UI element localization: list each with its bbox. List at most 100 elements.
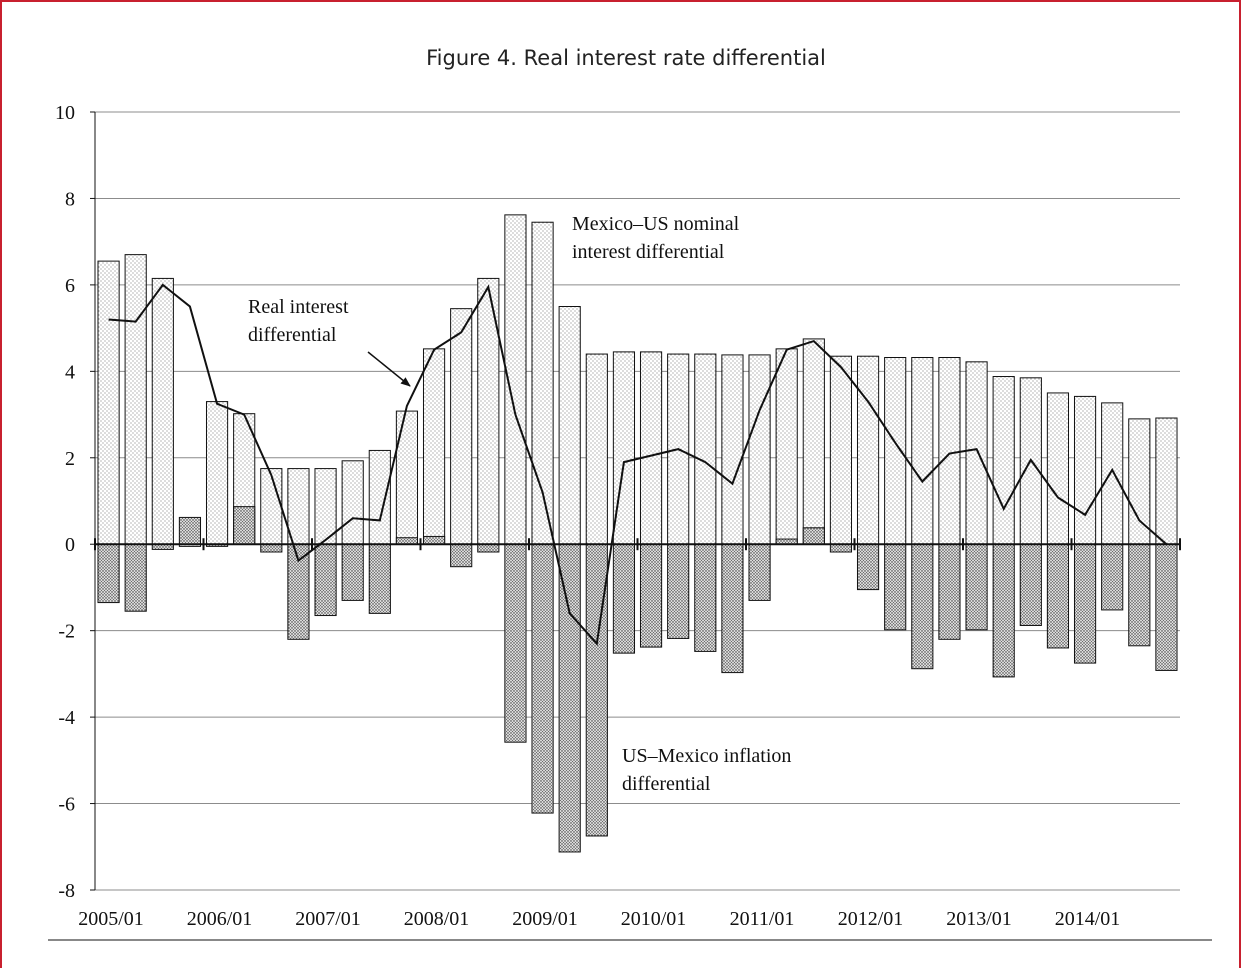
inflation-differential-bar (694, 543, 717, 652)
nominal-differential-bar (450, 308, 473, 545)
nominal-differential-bar (1155, 417, 1178, 545)
inflation-differential-bar (422, 535, 446, 545)
y-tick-label: -8 (58, 880, 75, 902)
y-tick-label: -2 (58, 621, 75, 643)
inflation-differential-bar (1155, 543, 1178, 671)
inflation-differential-bar (829, 543, 853, 553)
nominal-differential-bar (205, 401, 229, 545)
inflation-differential-bar (504, 543, 527, 743)
inflation-differential-bar (368, 543, 391, 614)
inflation-differential-bar (612, 543, 636, 654)
inflation-differential-bar (97, 543, 120, 604)
x-axis: 2005/01 2006/01 2007/01 2008/01 2009/01 2010/… (78, 538, 1181, 930)
nominal-differential-bar (748, 354, 771, 545)
x-tick-label: 2010/01 (621, 908, 687, 930)
annotation-inflation-differential: US–Mexico inflation (622, 745, 791, 767)
annotations: Mexico–US nominal interest differential Re… (248, 213, 791, 795)
nominal-differential-bar (884, 357, 907, 545)
nominal-differential-bar (422, 348, 446, 545)
nominal-differential-bar (151, 277, 174, 545)
inflation-differential-bar (314, 543, 337, 617)
inflation-differential-bar (721, 543, 744, 674)
nominal-differential-bar (856, 355, 880, 545)
x-tick-label: 2009/01 (512, 908, 578, 930)
inflation-differential-bar (965, 543, 988, 631)
inflation-differential-bar (1073, 543, 1097, 664)
nominal-differential-bar (260, 468, 283, 545)
real-interest-line (108, 283, 1168, 646)
y-tick-label: -4 (58, 707, 75, 729)
inflation-differential-bar (992, 543, 1015, 678)
nominal-differential-bar (341, 460, 364, 545)
annotation-inflation-differential: differential (622, 773, 711, 795)
y-tick-label: 6 (65, 275, 75, 297)
nominal-differential-bar (911, 357, 934, 545)
annotation-real-differential: differential (248, 324, 337, 346)
y-tick-label: 2 (65, 448, 75, 470)
inflation-differential-bar (802, 527, 825, 545)
nominal-differential-bar (1073, 395, 1097, 545)
y-tick-label: 4 (65, 361, 75, 383)
inflation-differential-bar (911, 543, 934, 670)
nominal-differential-bar (992, 376, 1015, 545)
nominal-differential-bar (965, 361, 988, 545)
x-tick-label: 2012/01 (838, 908, 904, 930)
x-tick-label: 2013/01 (946, 908, 1012, 930)
inflation-differential-bar (639, 543, 663, 648)
nominal-differential-bar (287, 468, 310, 545)
nominal-differential-bar (585, 353, 608, 545)
annotation-nominal-differential: Mexico–US nominal (572, 213, 740, 235)
inflation-differential-bar (450, 543, 473, 568)
inflation-differential-bar (477, 543, 500, 553)
nominal-differential-bar (1128, 418, 1151, 545)
nominal-differential-bar (639, 351, 663, 545)
x-tick-label: 2007/01 (295, 908, 361, 930)
inflation-differential-bar (1019, 543, 1042, 626)
inflation-differential-bar (260, 543, 283, 553)
nominal-differential-bar (829, 355, 853, 545)
nominal-differential-bar (558, 306, 581, 545)
inflation-differential-bar (667, 543, 690, 639)
annotation-arrow (367, 351, 411, 387)
inflation-differential-bar (531, 543, 554, 814)
inflation-differential-bar (1101, 543, 1124, 611)
nominal-differential-bar (721, 354, 744, 545)
nominal-differential-bar (368, 449, 391, 545)
nominal-differential-bar (124, 254, 147, 545)
bars (97, 214, 1178, 853)
annotation-nominal-differential: interest differential (572, 241, 725, 263)
nominal-differential-bar (775, 348, 798, 545)
nominal-differential-bar (97, 260, 120, 545)
nominal-differential-bar (1101, 402, 1124, 545)
inflation-differential-bar (884, 543, 907, 631)
nominal-differential-bar (694, 353, 717, 545)
x-tick-label: 2011/01 (730, 908, 795, 930)
x-tick-label: 2008/01 (404, 908, 470, 930)
annotation-real-differential: Real interest (248, 296, 349, 318)
inflation-differential-bar (1128, 543, 1151, 647)
x-tick-label: 2006/01 (187, 908, 253, 930)
inflation-differential-bar (748, 543, 771, 601)
nominal-differential-bar (802, 338, 825, 545)
y-tick-label: 8 (65, 188, 75, 210)
inflation-differential-bar (233, 506, 256, 545)
nominal-differential-bar (395, 410, 419, 545)
nominal-differential-bar (938, 357, 961, 545)
inflation-differential-bar (856, 543, 880, 591)
y-tick-label: 0 (65, 534, 75, 556)
y-tick-label: 10 (55, 102, 75, 124)
inflation-differential-bar (178, 516, 202, 545)
y-axis: 10 8 6 4 2 0 -2 -4 -6 -8 (55, 102, 96, 902)
chart-title: Figure 4. Real interest rate differentia… (426, 46, 826, 70)
inflation-differential-bar (558, 543, 581, 853)
real-interest-line-path (108, 283, 1168, 646)
inflation-differential-bar (938, 543, 961, 640)
x-tick-label: 2005/01 (78, 908, 144, 930)
x-tick-label: 2014/01 (1055, 908, 1121, 930)
inflation-differential-bar (341, 543, 364, 601)
nominal-differential-bar (1046, 392, 1070, 545)
inflation-differential-bar (1046, 543, 1070, 649)
inflation-differential-bar (124, 543, 147, 612)
